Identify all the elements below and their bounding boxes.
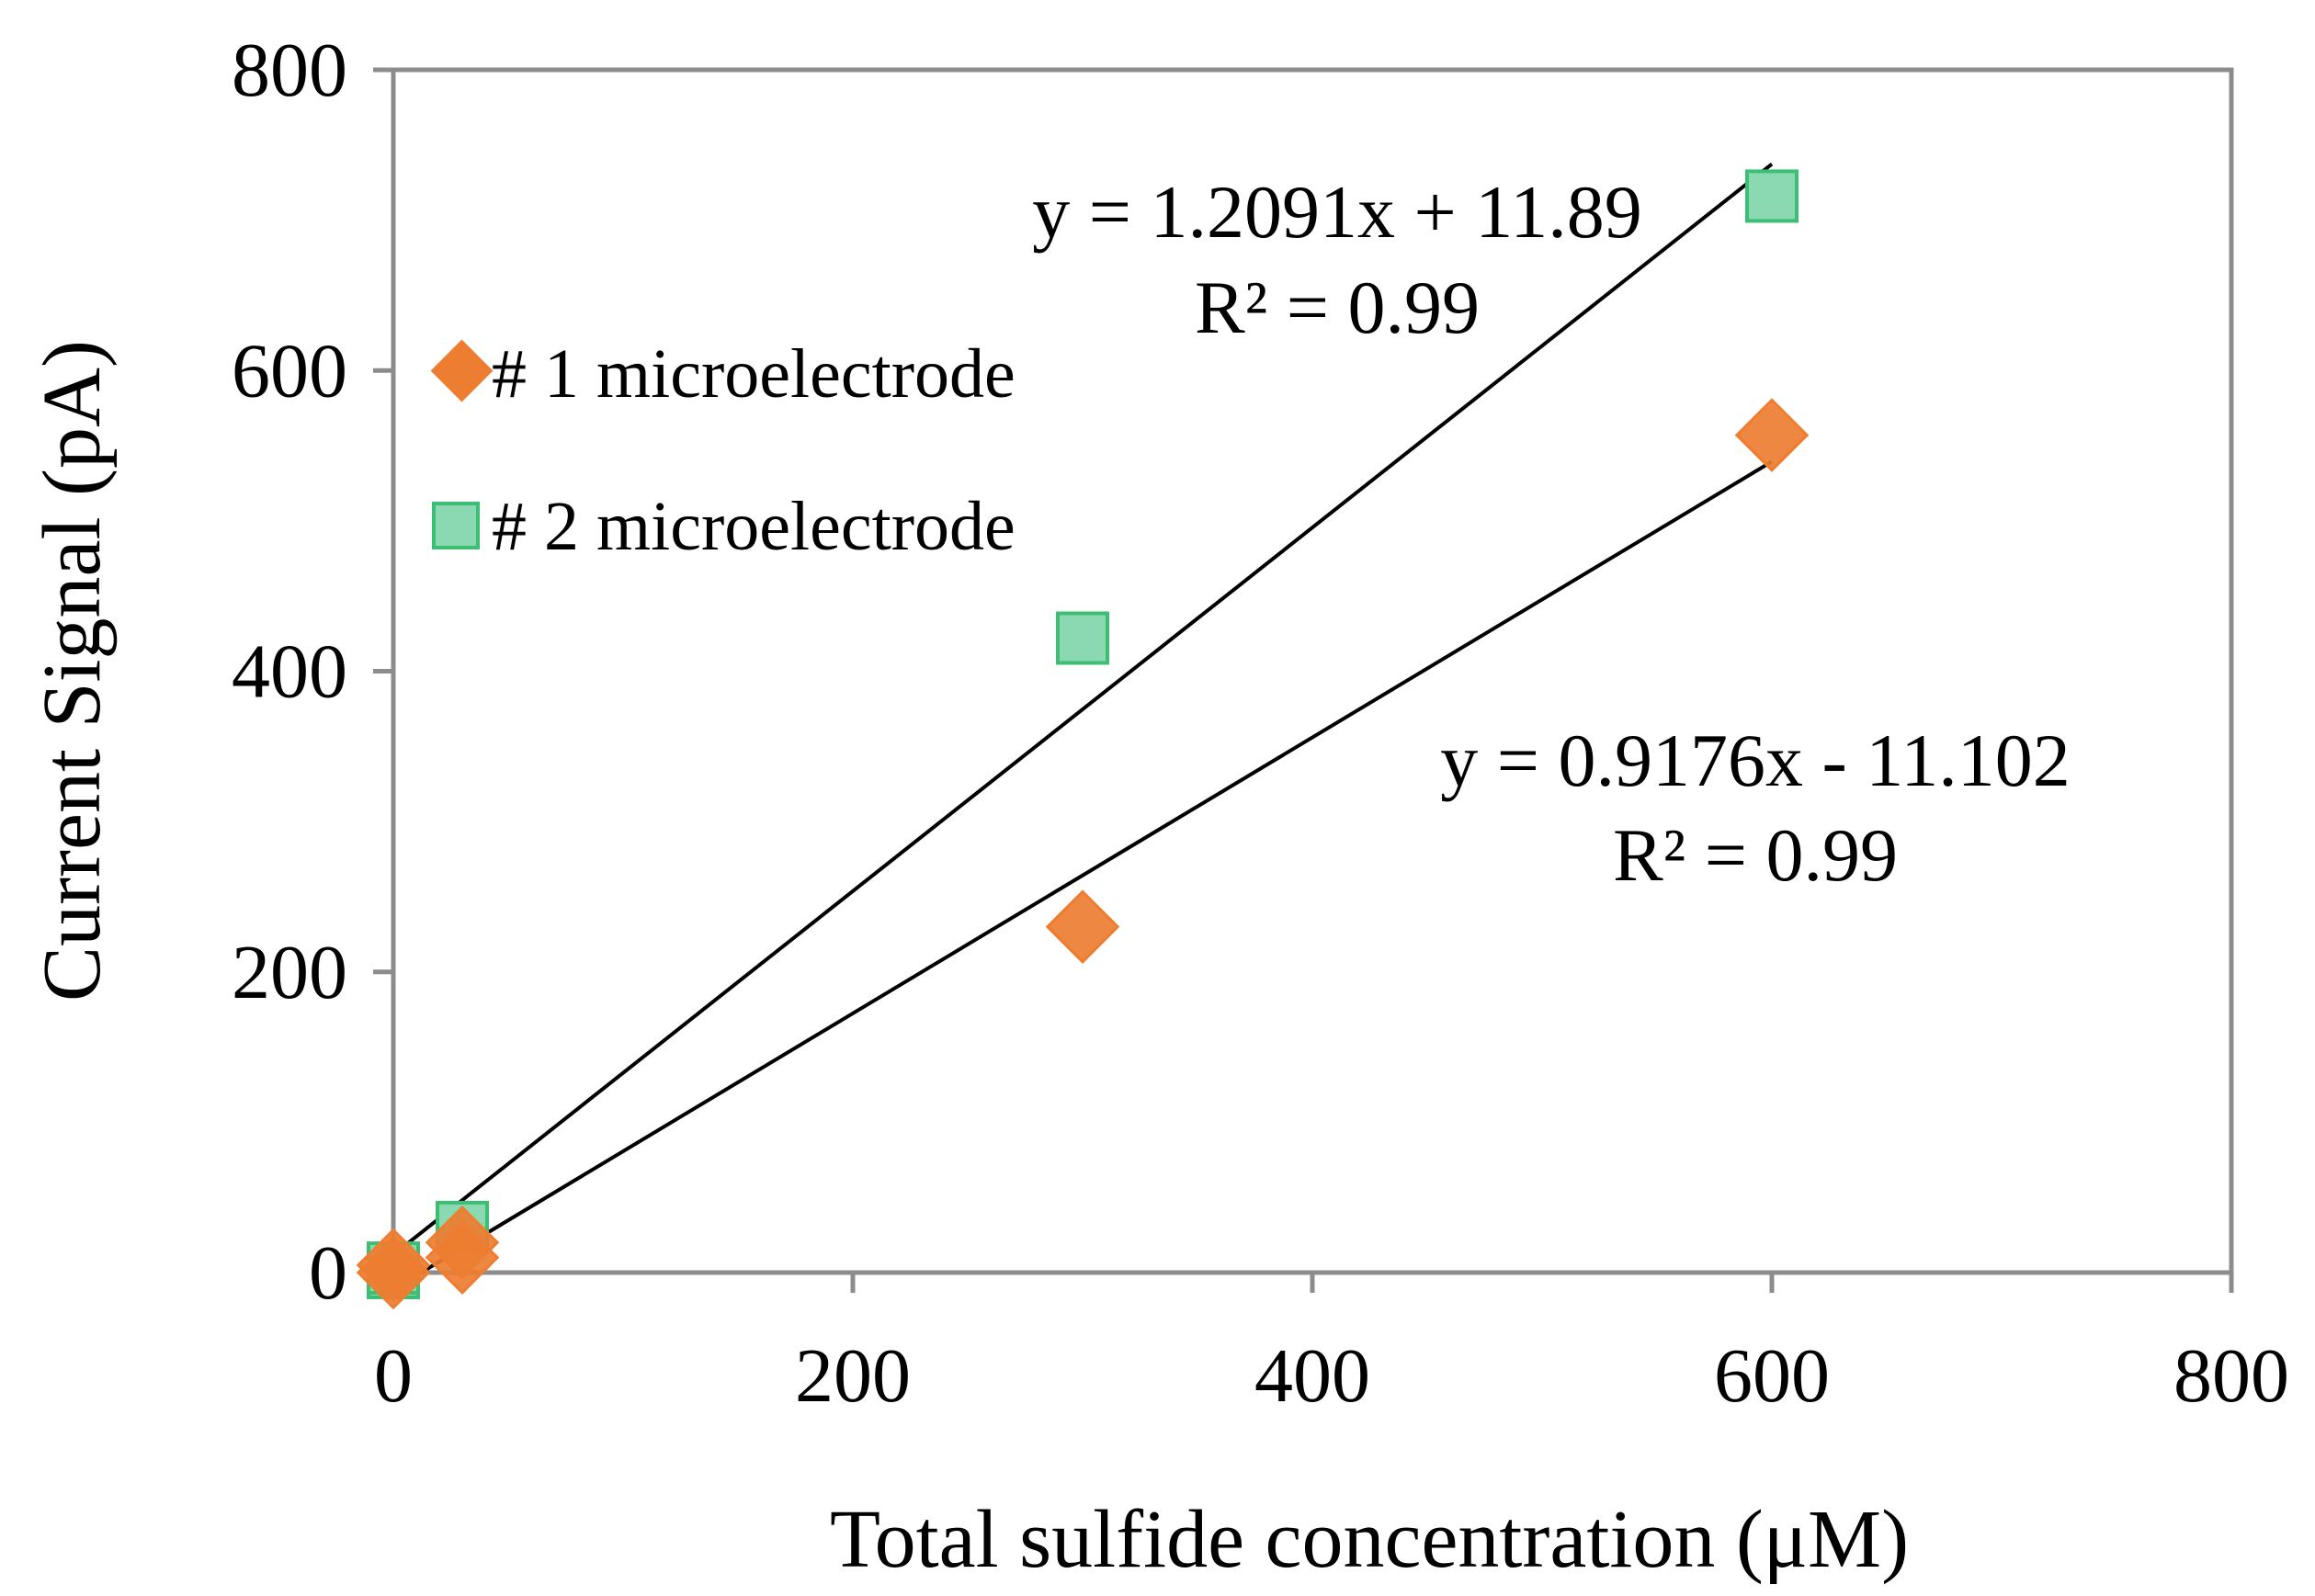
trendline-series-1: [419, 459, 1774, 1274]
data-point-series-1: [1045, 889, 1120, 964]
series-1-trend-equation: y = 0.9176x - 11.102: [1440, 719, 2071, 802]
trendlines: [392, 162, 1774, 1274]
data-point-series-2: [1745, 169, 1799, 223]
series-1-trend-r2: R² = 0.99: [1613, 813, 1898, 897]
data-markers: [356, 169, 1810, 1310]
x-tick-label: 200: [795, 1333, 911, 1419]
y-tick-label: 800: [232, 28, 347, 113]
x-tick-label: 400: [1254, 1333, 1370, 1419]
data-point-series-1: [356, 1228, 431, 1303]
x-tick-label: 800: [2173, 1333, 2289, 1419]
legend-label-series-2: # 2 microelectrode: [492, 488, 1016, 565]
legend-item-series-2: # 2 microelectrode: [432, 488, 1016, 565]
x-axis-ticks: 0 200 400 600 800: [374, 1273, 2289, 1419]
x-tick-label: 0: [374, 1333, 413, 1419]
data-point-series-2: [1056, 611, 1109, 665]
trendline-series-2: [392, 162, 1774, 1257]
legend: # 1 microelectrode # 2 microelectrode: [430, 335, 1016, 565]
y-tick-label: 400: [232, 629, 347, 715]
data-point-series-1: [1734, 398, 1810, 472]
legend-item-series-1: # 1 microelectrode: [430, 335, 1016, 413]
x-axis-title: Total sulfide concentration (μM): [830, 1494, 1909, 1585]
y-tick-label: 600: [232, 328, 347, 413]
legend-label-series-1: # 1 microelectrode: [492, 335, 1016, 413]
x-tick-label: 600: [1714, 1333, 1830, 1419]
y-tick-label: 200: [232, 930, 347, 1015]
y-axis-ticks: 0 200 400 600 800: [232, 28, 393, 1316]
y-axis-title: Current Signal (pA): [27, 340, 118, 1002]
data-point-series-1: [425, 1205, 500, 1280]
series-2-trend-equation: y = 1.2091x + 11.89: [1032, 170, 1641, 254]
series-2-trend-r2: R² = 0.99: [1195, 266, 1480, 349]
y-tick-label: 0: [309, 1230, 347, 1316]
legend-square-marker: [432, 502, 480, 549]
legend-diamond-marker: [430, 339, 494, 402]
